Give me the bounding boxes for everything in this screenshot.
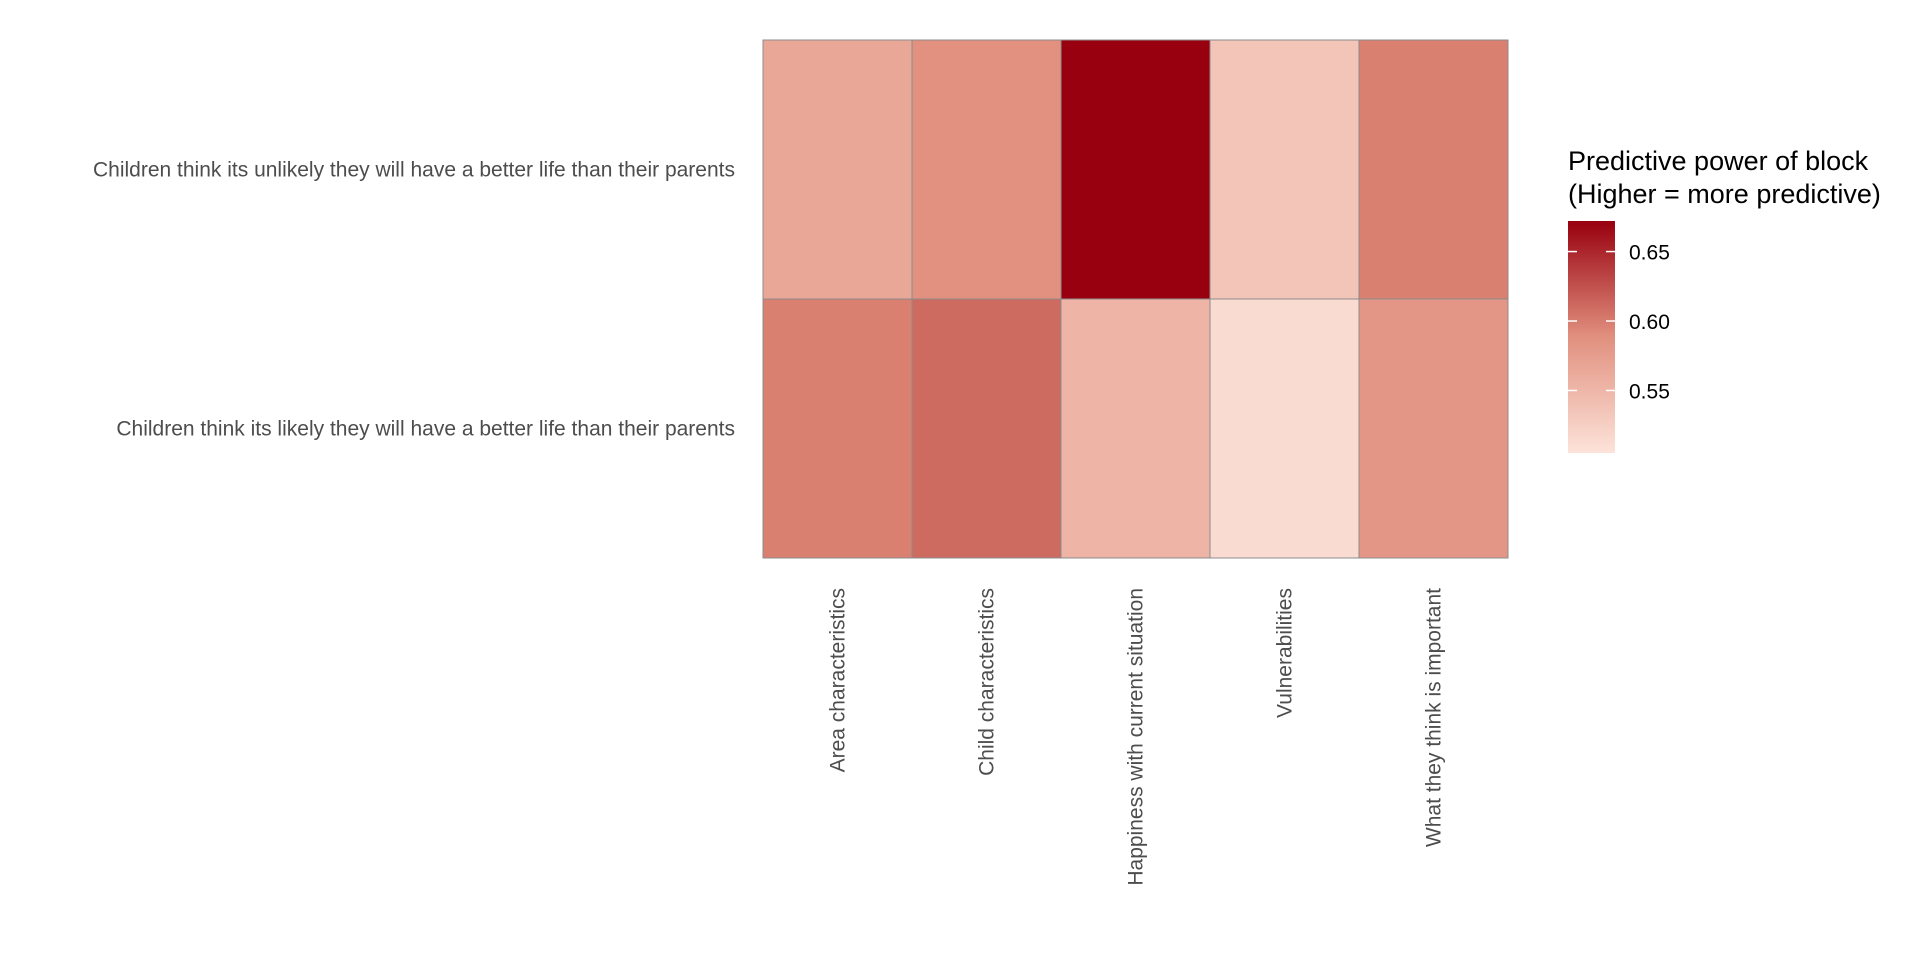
heatmap-cell [911, 298, 1062, 559]
x-axis-label: Area characteristics [827, 588, 850, 772]
legend-colorbar [1568, 221, 1615, 453]
x-axis-labels: Area characteristics Child characteristic… [827, 588, 1446, 886]
x-axis-label: Vulnerabilities [1274, 588, 1297, 718]
heatmap-cell [1060, 39, 1211, 300]
heatmap-cell [1060, 298, 1211, 559]
heatmap-cell [762, 39, 913, 300]
x-axis-label: Happiness with current situation [1125, 588, 1148, 886]
heatmap-cell [1358, 298, 1509, 559]
legend-title-line1: Predictive power of block [1568, 146, 1869, 176]
legend-ticks: 0.55 0.60 0.65 [1568, 242, 1670, 403]
x-axis-label: Child characteristics [976, 588, 999, 776]
legend-title-line2: (Higher = more predictive) [1568, 179, 1881, 209]
legend-tick-label: 0.65 [1629, 242, 1670, 265]
heatmap-cell [1358, 39, 1509, 300]
legend: Predictive power of block (Higher = more… [1568, 146, 1881, 453]
heatmap-cells [762, 39, 1509, 559]
heatmap-cell [911, 39, 1062, 300]
heatmap-cell [1209, 298, 1360, 559]
legend-tick-label: 0.55 [1629, 380, 1670, 403]
heatmap-cell [1209, 39, 1360, 300]
y-axis-label: Children think its likely they will have… [116, 418, 735, 441]
legend-tick-label: 0.60 [1629, 311, 1670, 334]
y-axis-label: Children think its unlikely they will ha… [93, 159, 735, 182]
y-axis-labels: Children think its unlikely they will ha… [93, 159, 735, 441]
x-axis-label: What they think is important [1423, 588, 1446, 847]
heatmap-cell [762, 298, 913, 559]
